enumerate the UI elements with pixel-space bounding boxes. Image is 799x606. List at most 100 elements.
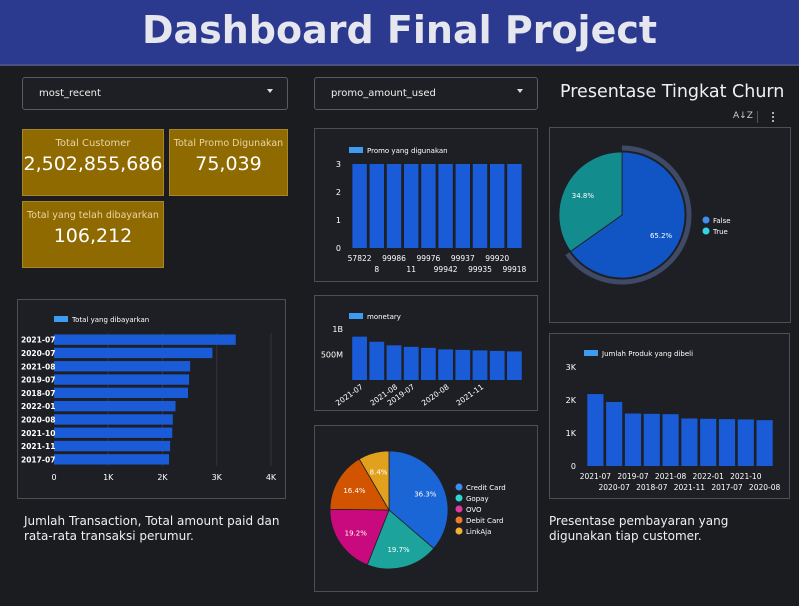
caption-right: Presentase pembayaran yang digunakan tia… — [549, 514, 729, 543]
bar — [681, 418, 698, 466]
x-tick-label: 4K — [266, 473, 277, 482]
x-tick-label: 2020-08 — [420, 382, 451, 407]
legend-label: monetary — [367, 313, 401, 321]
bar — [54, 334, 236, 345]
sort-dropdown[interactable]: most_recent — [22, 77, 288, 110]
bar — [54, 347, 213, 359]
slice-value-label: 16.4% — [343, 487, 366, 495]
legend-label: Debit Card — [466, 517, 503, 525]
sort-dropdown-value: most_recent — [39, 88, 101, 99]
kpi-title: Total Promo Digunakan — [173, 138, 284, 149]
bar — [455, 349, 471, 380]
pie-slice — [329, 508, 390, 566]
x-tick-label: 99986 — [382, 254, 406, 263]
x-tick-label: 2017-07 — [711, 483, 743, 492]
y-tick-label: 2022-01 — [21, 402, 55, 411]
bar — [718, 419, 736, 466]
y-tick-label: 2019-07 — [21, 376, 55, 385]
sort-icon[interactable]: A↓Z — [733, 111, 753, 121]
kpi-title: Total Customer — [55, 138, 131, 149]
bar — [403, 164, 419, 248]
x-tick-label: 3K — [212, 473, 223, 482]
y-tick-label: 2K — [566, 396, 577, 405]
legend-marker — [455, 494, 463, 502]
more-vert-icon[interactable] — [768, 111, 778, 125]
bar — [421, 347, 436, 380]
bar — [700, 418, 717, 466]
slice-value-label: 34.8% — [572, 192, 595, 200]
bar — [54, 361, 191, 372]
x-tick-label: 99920 — [485, 254, 509, 263]
bar — [737, 419, 754, 466]
bar — [643, 413, 660, 466]
x-tick-label: 99937 — [451, 254, 475, 263]
header-bar: Dashboard Final Project — [0, 0, 799, 66]
y-tick-label: 2020-08 — [21, 415, 55, 424]
slice-value-label: 36.3% — [414, 490, 437, 498]
x-tick-label: 8 — [374, 265, 379, 274]
kpi-value: 75,039 — [195, 153, 262, 175]
bar — [54, 374, 190, 385]
payment-chart-panel: 36.3% 19.7% 19.2% 16.4% 8.4% Credit Card Gopay… — [314, 425, 538, 592]
chevron-down-icon — [517, 89, 523, 93]
paid-chart-panel: Total yang dibayarkan 0 1K 2K 3K 4K 2021-07 202… — [17, 299, 286, 499]
bar — [438, 164, 453, 248]
bar — [54, 427, 173, 438]
monetary-chart-panel: monetary 1B 500M 2021-07 2021-08 2019-07 2020-… — [314, 295, 538, 411]
legend-swatch — [349, 313, 363, 319]
x-tick-label: 1K — [103, 473, 114, 482]
slice-value-label: 8.4% — [370, 468, 388, 476]
x-tick-label: 2018-07 — [636, 483, 668, 492]
x-tick-label: 2021-08 — [655, 472, 687, 481]
products-bar-chart: Jumlah Produk yang dibeli 0 1K 2K 3K 2021-07 2… — [566, 350, 780, 492]
y-tick-label: 2017-07 — [21, 455, 55, 464]
bar — [54, 387, 188, 399]
x-tick-label: 2021-07 — [334, 382, 365, 407]
bar — [54, 400, 176, 412]
legend-marker — [455, 505, 463, 513]
churn-chart-panel: 65.2% 34.8% False True — [549, 127, 791, 323]
y-tick-label: 500M — [321, 351, 343, 360]
pie-slice — [570, 151, 686, 279]
bar — [489, 350, 505, 380]
y-tick-label: 2 — [336, 188, 341, 197]
x-tick-label: 2021-07 — [580, 472, 612, 481]
x-tick-label: 2022-01 — [693, 472, 725, 481]
bar — [624, 413, 642, 466]
x-tick-label: 2021-11 — [454, 382, 485, 407]
x-tick-label: 2021-11 — [674, 483, 706, 492]
promo-chart-panel: Promo yang digunakan 0 1 2 3 57822 8 99986 11 999… — [314, 128, 538, 282]
legend-marker — [702, 216, 710, 224]
churn-chart-title: Presentase Tingkat Churn — [560, 82, 785, 102]
bar — [587, 394, 604, 466]
pie-slice — [329, 458, 390, 511]
bar — [662, 414, 679, 466]
bar — [438, 349, 453, 380]
page-title: Dashboard Final Project — [141, 8, 658, 52]
kpi-value: 2,502,855,686 — [23, 153, 163, 175]
promo-dropdown[interactable]: promo_amount_used — [314, 77, 538, 110]
bar — [507, 164, 522, 248]
bar — [472, 350, 488, 380]
bar — [421, 164, 436, 248]
x-tick-label: 2K — [157, 473, 168, 482]
x-tick-label: 99942 — [434, 265, 458, 274]
legend-marker — [455, 527, 463, 535]
bar — [756, 420, 773, 466]
y-tick-label: 2021-10 — [21, 429, 55, 438]
slice-value-label: 19.7% — [387, 546, 410, 554]
bar — [606, 401, 623, 466]
pie-slice — [366, 509, 435, 570]
x-tick-label: 11 — [406, 265, 416, 274]
promo-bar-chart: Promo yang digunakan01235782289998611999… — [336, 147, 527, 274]
legend-label: LinkAja — [466, 528, 491, 536]
kpi-title: Total yang telah dibayarkan — [27, 210, 159, 221]
y-tick-label: 0 — [336, 244, 341, 253]
y-tick-label: 1B — [332, 325, 343, 334]
bar — [352, 336, 367, 380]
bar — [472, 164, 488, 248]
bar — [386, 164, 402, 248]
legend-swatch — [584, 350, 598, 356]
y-tick-label: 2021-07 — [21, 336, 55, 345]
